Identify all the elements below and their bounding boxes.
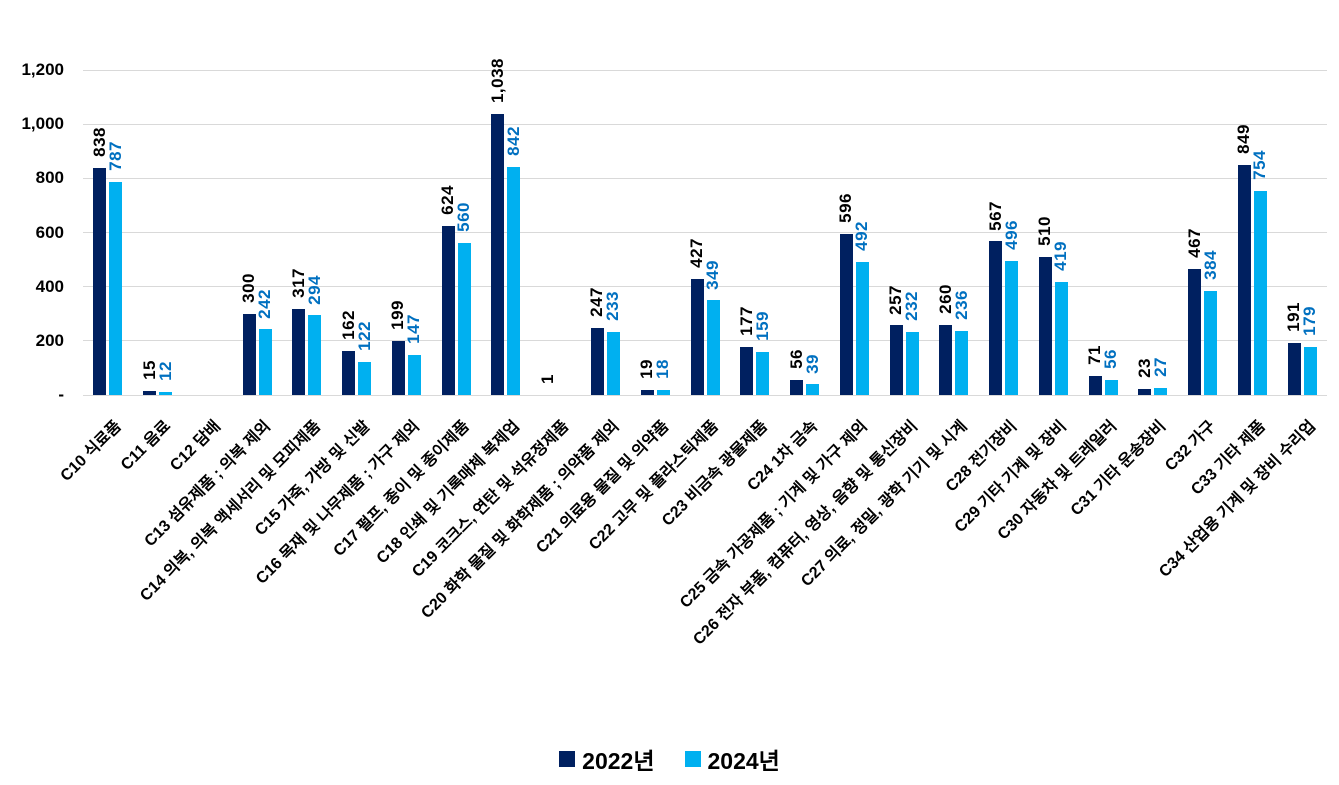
- bar-2024년-C15: [358, 362, 372, 395]
- bar-value-label-2024년: 496: [1001, 219, 1021, 250]
- bar-value-label-2024년: 27: [1150, 356, 1170, 377]
- bar-value-label-2024년: 159: [752, 311, 772, 341]
- y-axis-tick-label: 1,000: [21, 114, 64, 134]
- y-axis-tick-label: 800: [35, 168, 64, 188]
- bar-value-label-2024년: 233: [603, 291, 623, 321]
- category-axis-label: C10 식료품: [57, 417, 125, 485]
- bar-2022년-C24: [790, 380, 804, 395]
- y-axis-tick-label: 200: [35, 330, 64, 350]
- bar-value-label-2022년: 596: [836, 192, 856, 223]
- gridline: [83, 286, 1327, 288]
- bar-2024년-C22: [706, 300, 720, 395]
- gridline: [83, 394, 1327, 396]
- bar-2022년-C28: [989, 241, 1003, 395]
- legend-label-2024: 2024년: [707, 748, 780, 774]
- legend-item-2022: 2022년: [559, 742, 655, 776]
- bar-2024년-C20: [606, 332, 620, 395]
- bar-2024년-C21: [656, 390, 670, 395]
- bar-2022년-C10: [93, 168, 107, 395]
- bar-value-label-2024년: 236: [951, 290, 971, 321]
- bar-value-label-2024년: 39: [802, 353, 822, 374]
- legend-item-2024: 2024년: [684, 742, 780, 776]
- category-axis-label: C14 의복, 의복 액세서리 및 모피제품: [136, 417, 324, 605]
- bar-2022년-C23: [740, 347, 754, 395]
- bar-2024년-C23: [756, 352, 770, 395]
- bar-2022년-C20: [590, 328, 604, 395]
- gridline: [83, 340, 1327, 342]
- bar-2024년-C28: [1005, 261, 1019, 395]
- bar-2024년-C16: [407, 355, 421, 395]
- bar-2022년-C22: [690, 279, 704, 395]
- legend-swatch-2022: [559, 751, 576, 767]
- y-axis-tick-label: 400: [35, 276, 64, 296]
- bar-value-label-2022년: 1: [537, 373, 557, 384]
- bar-2022년-C21: [640, 390, 654, 395]
- bar-value-label-2024년: 787: [105, 140, 125, 171]
- bar-2024년-C17: [457, 243, 471, 395]
- y-axis-tick-label: 1,200: [21, 60, 64, 79]
- bar-value-label-2024년: 754: [1250, 149, 1270, 180]
- bar-2022년-C26: [889, 325, 903, 395]
- bar-2022년-C34: [1287, 343, 1301, 395]
- bar-2024년-C13: [258, 329, 272, 395]
- bar-value-label-2024년: 384: [1200, 250, 1220, 280]
- legend-label-2022: 2022년: [582, 748, 655, 774]
- bar-value-label-2024년: 294: [304, 274, 324, 305]
- bar-value-label-2024년: 179: [1300, 305, 1320, 336]
- bar-value-label-2024년: 147: [404, 314, 424, 345]
- chart-legend: 2022년 2024년: [0, 742, 1339, 776]
- bar-value-label-2024년: 419: [1051, 240, 1071, 271]
- bar-2024년-C30: [1104, 380, 1118, 395]
- bar-2022년-C29: [1038, 257, 1052, 395]
- bar-2022년-C27: [939, 325, 953, 395]
- bar-2024년-C27: [955, 331, 969, 395]
- bar-2024년-C24: [806, 384, 820, 395]
- gridline: [83, 69, 1327, 71]
- bar-2024년-C10: [109, 182, 123, 395]
- bar-2024년-C33: [1253, 191, 1267, 395]
- category-axis-label: C11 음료: [118, 417, 175, 474]
- bar-2022년-C11: [143, 391, 157, 395]
- bar-2024년-C31: [1154, 388, 1168, 395]
- y-axis-tick-label: 600: [35, 222, 64, 242]
- bar-value-label-2024년: 842: [503, 126, 523, 156]
- bar-value-label-2024년: 242: [255, 288, 275, 319]
- bar-2022년-C31: [1138, 389, 1152, 395]
- bar-2022년-C32: [1188, 269, 1202, 395]
- gridline: [83, 177, 1327, 179]
- gridline: [83, 232, 1327, 233]
- bar-value-label-2024년: 232: [902, 291, 922, 322]
- bar-value-label-2024년: 349: [703, 259, 722, 290]
- bar-value-label-2024년: 18: [653, 359, 673, 380]
- bar-2022년-C15: [342, 351, 356, 395]
- bar-2022년-C25: [839, 234, 853, 395]
- y-axis-tick-label: -: [58, 385, 64, 404]
- bar-2022년-C18: [491, 114, 505, 395]
- bar-value-label-2024년: 12: [155, 360, 175, 381]
- bar-2024년-C29: [1054, 282, 1068, 395]
- legend-swatch-2024: [684, 751, 701, 767]
- bar-value-label-2024년: 492: [852, 220, 872, 251]
- gridline: [83, 123, 1327, 125]
- bar-2024년-C11: [159, 392, 173, 395]
- bar-2022년-C16: [391, 341, 405, 395]
- bar-value-label-2024년: 560: [454, 202, 474, 233]
- bar-2024년-C18: [507, 167, 521, 395]
- bar-2022년-C30: [1088, 376, 1102, 395]
- bar-2022년-C14: [292, 309, 306, 395]
- bar-2022년-C13: [242, 314, 256, 395]
- bar-value-label-2022년: 1,038: [487, 57, 507, 103]
- bar-2022년-C33: [1237, 165, 1251, 395]
- bar-value-label-2024년: 56: [1101, 348, 1121, 369]
- bar-2024년-C14: [308, 315, 322, 395]
- bar-2022년-C17: [441, 226, 455, 395]
- bar-2024년-C34: [1303, 347, 1317, 395]
- bar-2024년-C26: [905, 332, 919, 395]
- bar-value-label-2024년: 122: [354, 321, 374, 351]
- bar-2024년-C32: [1204, 291, 1218, 395]
- bar-2024년-C25: [855, 262, 869, 395]
